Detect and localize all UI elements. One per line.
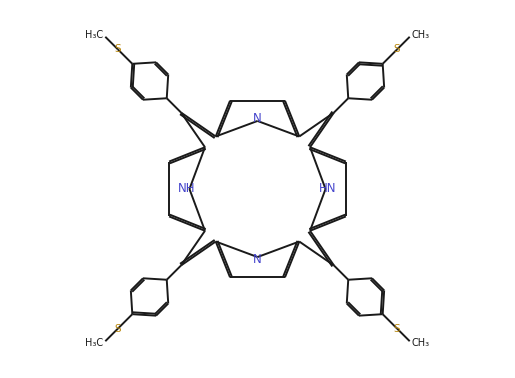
Text: CH₃: CH₃ xyxy=(411,30,430,40)
Text: N: N xyxy=(253,253,262,266)
Text: H₃C: H₃C xyxy=(85,338,104,348)
Text: CH₃: CH₃ xyxy=(411,338,430,348)
Text: S: S xyxy=(394,45,400,54)
Text: NH: NH xyxy=(178,183,196,195)
Text: S: S xyxy=(115,45,121,54)
Text: H₃C: H₃C xyxy=(85,30,104,40)
Text: N: N xyxy=(253,112,262,125)
Text: S: S xyxy=(115,324,121,333)
Text: HN: HN xyxy=(319,183,337,195)
Text: S: S xyxy=(394,324,400,333)
